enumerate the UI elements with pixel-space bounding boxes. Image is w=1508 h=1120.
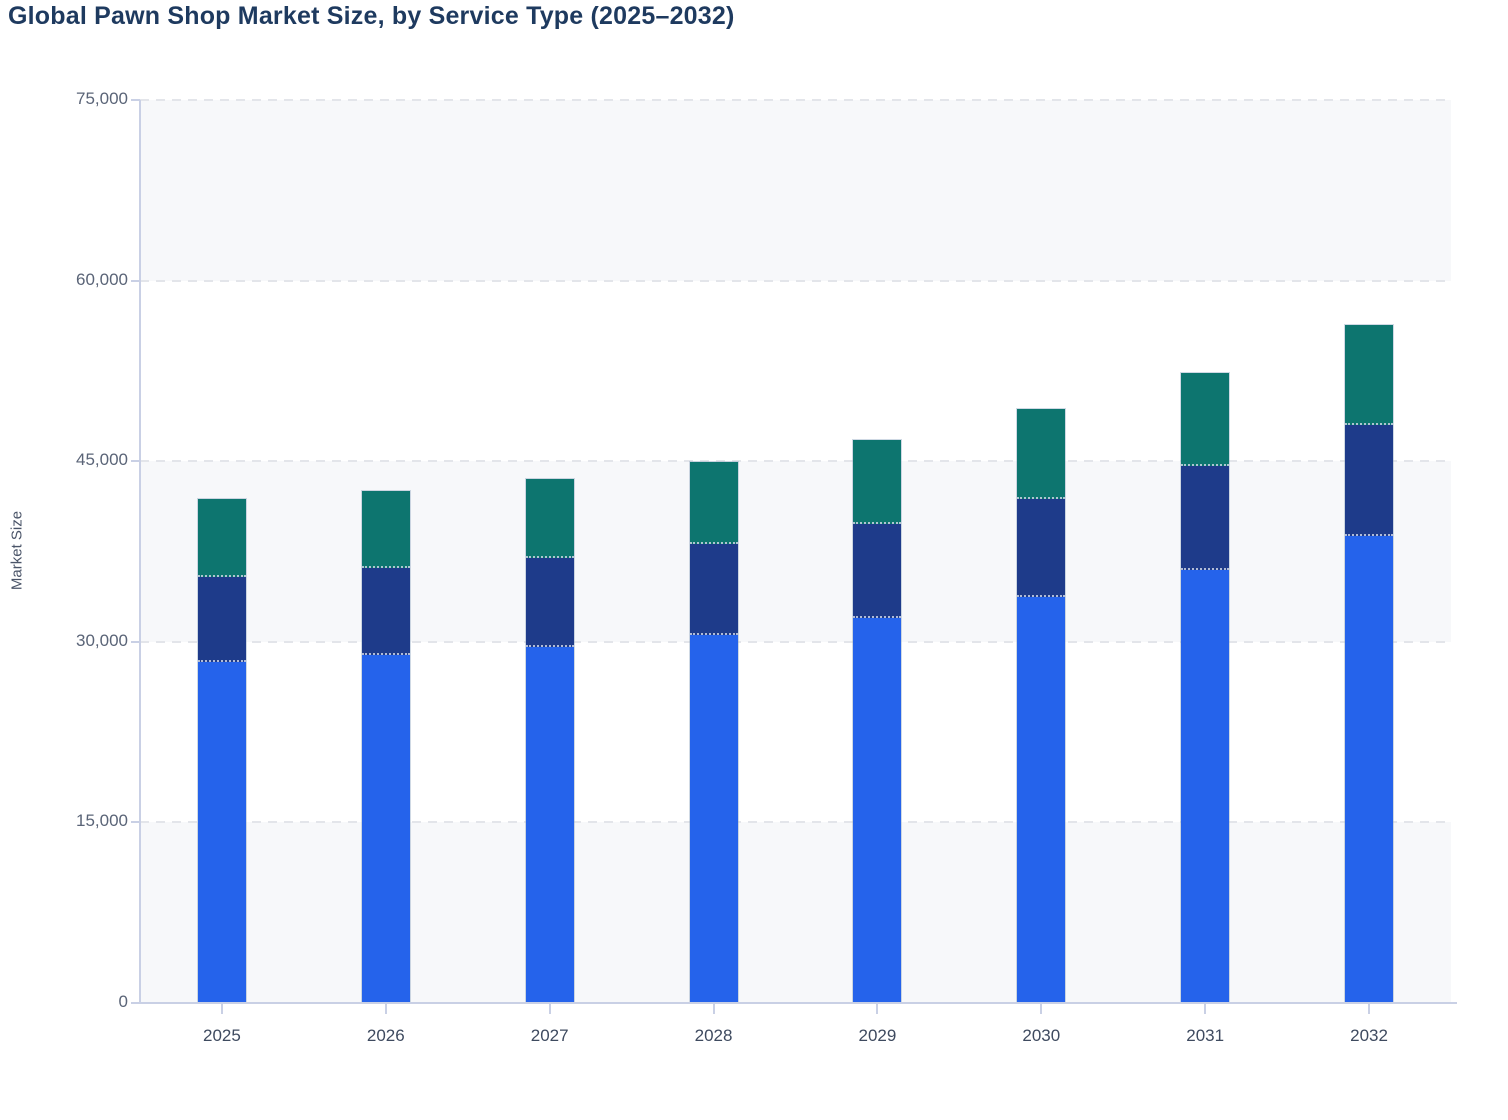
bar-segment-top-segment-teal-2029[interactable] <box>853 439 902 525</box>
y-tick-label: 45,000 <box>76 450 128 470</box>
bar-segment-top-segment-teal-2027[interactable] <box>525 479 574 559</box>
y-tick-mark <box>131 640 140 643</box>
plot-band <box>140 100 1451 281</box>
bar-segment-top-segment-teal-2030[interactable] <box>1017 409 1066 499</box>
bar-2028[interactable] <box>689 462 738 1003</box>
x-tick-mark-2027 <box>548 1004 551 1014</box>
bar-segment-middle-segment-navy-2031[interactable] <box>1181 466 1230 570</box>
y-tick-label: 0 <box>118 992 128 1011</box>
bar-segment-bottom-segment-blue-2029[interactable] <box>853 617 902 1003</box>
bar-segment-middle-segment-navy-2027[interactable] <box>525 558 574 648</box>
x-tick-mark-2030 <box>1040 1004 1043 1014</box>
bar-2032[interactable] <box>1345 325 1394 1003</box>
y-tick-mark <box>131 1002 140 1004</box>
y-tick-label: 30,000 <box>76 630 128 650</box>
bar-2027[interactable] <box>525 479 574 1003</box>
bar-segment-top-segment-teal-2031[interactable] <box>1181 373 1230 467</box>
bar-segment-bottom-segment-blue-2028[interactable] <box>689 634 738 1003</box>
x-tick-label-2032: 2032 <box>1350 1026 1388 1045</box>
plot-band <box>140 822 1451 1003</box>
bar-segment-bottom-segment-blue-2027[interactable] <box>525 647 574 1003</box>
y-axis-title: Market Size <box>8 510 26 591</box>
bar-segment-top-segment-teal-2032[interactable] <box>1345 325 1394 425</box>
bar-segment-bottom-segment-blue-2025[interactable] <box>197 662 246 1003</box>
bar-segment-middle-segment-navy-2029[interactable] <box>853 524 902 618</box>
plot-band <box>140 461 1451 642</box>
y-axis-line <box>139 100 141 1003</box>
bar-segment-top-segment-teal-2028[interactable] <box>689 462 738 545</box>
bar-2030[interactable] <box>1017 409 1066 1003</box>
y-tick-mark <box>131 460 140 463</box>
x-tick-mark-2028 <box>712 1004 715 1014</box>
bar-segment-bottom-segment-blue-2030[interactable] <box>1017 597 1066 1003</box>
x-tick-label-2028: 2028 <box>694 1026 733 1045</box>
bar-2026[interactable] <box>361 490 410 1003</box>
y-tick-mark <box>131 279 140 282</box>
bar-2029[interactable] <box>853 439 902 1003</box>
plot-band <box>140 641 1451 823</box>
x-tick-mark-2031 <box>1204 1004 1207 1014</box>
gridline-45000 <box>140 460 1451 463</box>
y-tick-label: 15,000 <box>76 811 128 831</box>
bar-segment-bottom-segment-blue-2031[interactable] <box>1181 569 1230 1003</box>
bar-2031[interactable] <box>1181 373 1230 1003</box>
x-tick-mark-2032 <box>1368 1004 1371 1014</box>
x-tick-label-2025: 2025 <box>203 1026 241 1045</box>
x-tick-mark-2026 <box>384 1004 387 1014</box>
x-tick-label-2031: 2031 <box>1186 1026 1225 1045</box>
bar-segment-middle-segment-navy-2028[interactable] <box>689 544 738 635</box>
x-tick-label-2029: 2029 <box>858 1026 897 1045</box>
bar-segment-middle-segment-navy-2026[interactable] <box>361 567 410 656</box>
gridline-60000 <box>140 279 1451 282</box>
x-axis-line <box>131 1002 1457 1004</box>
gridline-30000 <box>140 640 1451 643</box>
plot-band <box>140 280 1451 462</box>
bar-segment-bottom-segment-blue-2026[interactable] <box>361 655 410 1003</box>
y-tick-mark <box>131 821 140 824</box>
x-tick-mark-2029 <box>876 1004 879 1014</box>
x-tick-label-2026: 2026 <box>366 1026 405 1045</box>
bar-segment-bottom-segment-blue-2032[interactable] <box>1345 535 1394 1003</box>
bar-segment-middle-segment-navy-2032[interactable] <box>1345 424 1394 536</box>
plot-area <box>140 99 1451 1003</box>
chart-title: Global Pawn Shop Market Size, by Service… <box>8 2 735 30</box>
x-tick-mark-2025 <box>220 1004 223 1014</box>
bar-segment-middle-segment-navy-2030[interactable] <box>1017 498 1066 598</box>
x-tick-label-2030: 2030 <box>1022 1026 1061 1045</box>
gridline-15000 <box>140 821 1451 824</box>
y-tick-label: 75,000 <box>76 89 128 108</box>
gridline-75000 <box>140 99 1451 101</box>
bar-segment-middle-segment-navy-2025[interactable] <box>197 576 246 663</box>
bar-2025[interactable] <box>197 499 246 1003</box>
x-tick-label-2027: 2027 <box>530 1026 569 1045</box>
bar-segment-top-segment-teal-2025[interactable] <box>197 499 246 577</box>
y-tick-label: 60,000 <box>76 269 128 289</box>
y-tick-mark <box>131 99 140 101</box>
bar-segment-top-segment-teal-2026[interactable] <box>361 490 410 568</box>
